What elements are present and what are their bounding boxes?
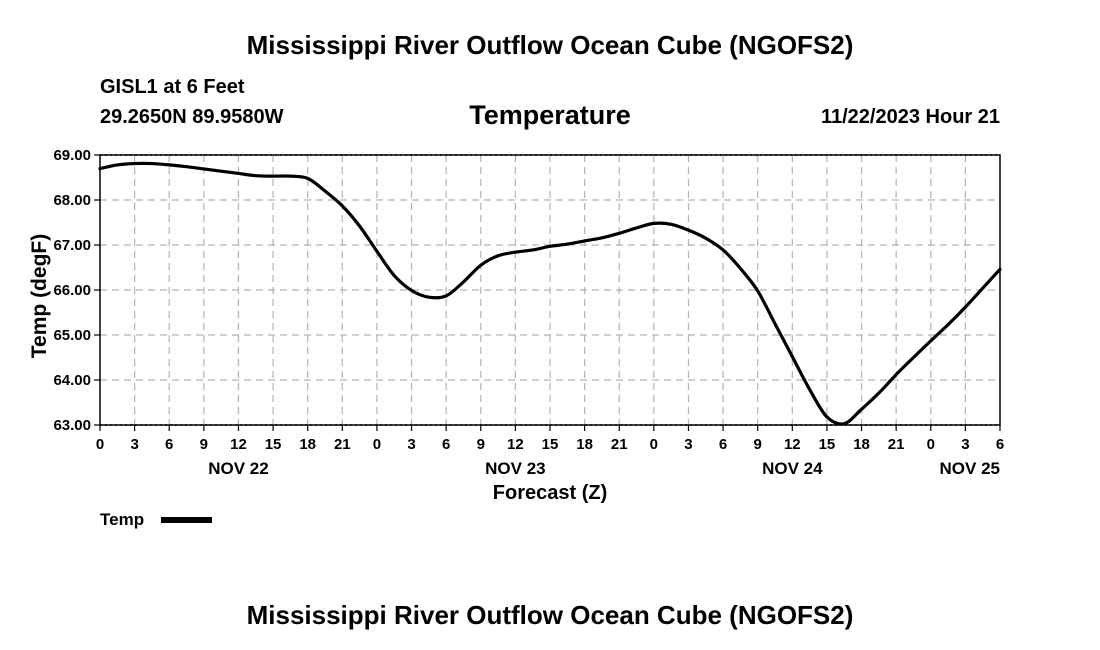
- x-tick-label: 21: [334, 436, 351, 453]
- x-tick-label: 6: [165, 436, 173, 453]
- y-tick-label: 68.00: [53, 192, 91, 209]
- day-label: NOV 22: [208, 459, 268, 478]
- x-tick-label: 15: [819, 436, 836, 453]
- x-axis: 0 3 6 9 12 15 18 21 0 3 6 9 12 15 18 21 0 3 6 9 12 15 18 21 0 3 6: [96, 425, 1004, 453]
- station-coordinates: 29.2650N 89.9580W: [100, 106, 284, 128]
- grid: [100, 154, 1000, 426]
- x-tick-label: 3: [684, 436, 692, 453]
- legend-swatch-temp: [161, 517, 212, 523]
- day-label: NOV 25: [940, 459, 1000, 478]
- y-axis: 63.00 64.00 65.00 66.00 67.00 68.00 69.00: [53, 147, 100, 434]
- day-label: NOV 24: [762, 459, 823, 478]
- x-tick-label: 0: [96, 436, 104, 453]
- chart-subtitle: Temperature: [469, 100, 631, 130]
- x-tick-label: 21: [611, 436, 628, 453]
- forecast-timestamp: 11/22/2023 Hour 21: [820, 106, 1000, 128]
- x-tick-label: 12: [784, 436, 801, 453]
- x-tick-label: 12: [507, 436, 524, 453]
- x-tick-label: 18: [299, 436, 316, 453]
- x-tick-label: 0: [373, 436, 381, 453]
- chart-title-bottom: Mississippi River Outflow Ocean Cube (NG…: [246, 600, 854, 630]
- legend-label-temp: Temp: [100, 510, 145, 529]
- y-tick-label: 64.00: [53, 372, 91, 389]
- y-tick-label: 65.00: [53, 327, 91, 344]
- x-tick-label: 9: [477, 436, 485, 453]
- x-tick-label: 9: [200, 436, 208, 453]
- station-name: GISL1 at 6 Feet: [100, 76, 245, 98]
- x-tick-label: 3: [407, 436, 415, 453]
- x-tick-label: 18: [853, 436, 870, 453]
- y-tick-label: 67.00: [53, 237, 91, 254]
- chart-title-top: Mississippi River Outflow Ocean Cube (NG…: [246, 30, 854, 60]
- x-tick-label: 6: [442, 436, 450, 453]
- y-tick-label: 69.00: [53, 147, 91, 164]
- x-tick-label: 0: [650, 436, 658, 453]
- day-label: NOV 23: [485, 459, 545, 478]
- x-tick-label: 21: [888, 436, 905, 453]
- x-axis-label: Forecast (Z): [492, 482, 608, 504]
- x-tick-label: 0: [927, 436, 935, 453]
- x-tick-label: 12: [230, 436, 247, 453]
- y-tick-label: 63.00: [53, 417, 91, 434]
- x-tick-label: 6: [996, 436, 1004, 453]
- y-tick-label: 66.00: [53, 282, 91, 299]
- x-tick-label: 15: [542, 436, 559, 453]
- x-tick-label: 6: [719, 436, 727, 453]
- temp-series-line: [98, 161, 1002, 426]
- x-tick-label: 18: [576, 436, 593, 453]
- x-tick-label: 3: [961, 436, 969, 453]
- x-tick-label: 9: [754, 436, 762, 453]
- x-tick-label: 3: [130, 436, 138, 453]
- x-tick-label: 15: [265, 436, 282, 453]
- day-labels: NOV 22 NOV 23 NOV 24 NOV 25: [208, 459, 1000, 478]
